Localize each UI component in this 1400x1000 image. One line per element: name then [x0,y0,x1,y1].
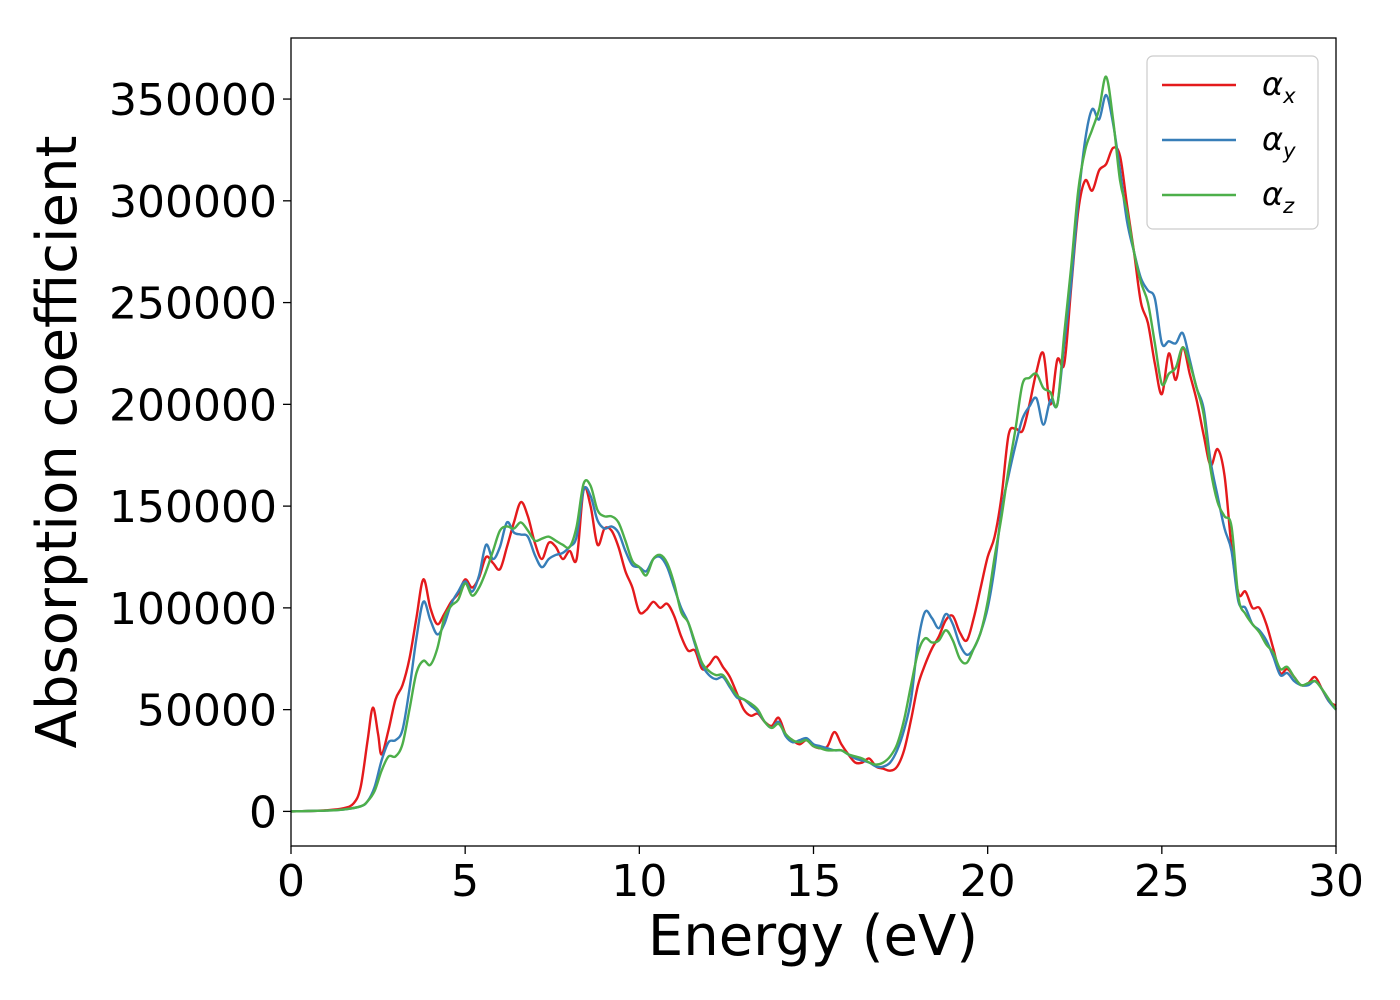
series-layer [290,75,1337,813]
y-axis-title: Absorption coefficient [25,136,90,749]
x-tick-label: 20 [960,856,1016,907]
series-line-z [290,75,1337,813]
x-tick-label: 0 [277,856,305,907]
y-tick-label: 300000 [109,177,277,228]
legend-box [1146,55,1319,230]
y-tick-label: 150000 [109,482,277,533]
x-tick-label: 25 [1134,856,1190,907]
y-tick-label: 200000 [109,380,277,431]
x-tick-label: 10 [611,856,667,907]
y-tick-label: 250000 [109,279,277,330]
x-tick-label: 5 [451,856,479,907]
x-axis: 0 5 10 15 20 25 30 [277,846,1364,907]
legend-label-y: αy [1262,120,1296,163]
series-line-x [290,146,1337,813]
x-tick-label: 30 [1308,856,1364,907]
y-tick-label: 0 [249,787,277,838]
x-axis-title: Energy (eV) [648,904,978,969]
y-axis: 0 50000 100000 150000 200000 250000 300000 3500… [109,75,291,838]
y-tick-label: 50000 [137,686,277,737]
y-tick-label: 100000 [109,584,277,635]
y-tick-label: 350000 [109,75,277,126]
x-tick-label: 15 [786,856,842,907]
